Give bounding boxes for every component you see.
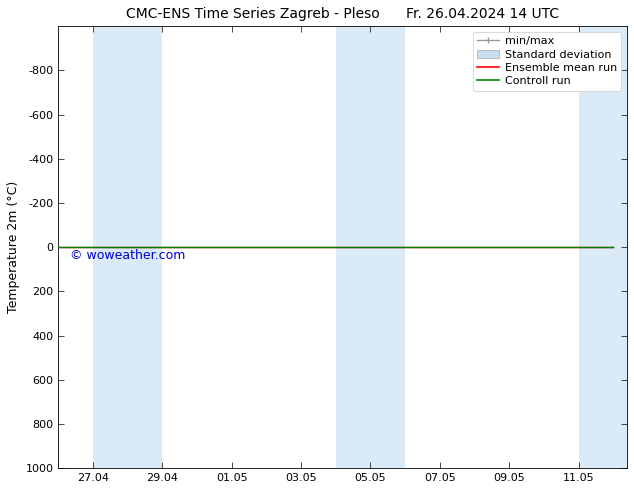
Text: © woweather.com: © woweather.com bbox=[70, 249, 185, 263]
Legend: min/max, Standard deviation, Ensemble mean run, Controll run: min/max, Standard deviation, Ensemble me… bbox=[472, 32, 621, 91]
Bar bbox=[93, 26, 162, 468]
Bar bbox=[336, 26, 405, 468]
Y-axis label: Temperature 2m (°C): Temperature 2m (°C) bbox=[7, 181, 20, 314]
Title: CMC-ENS Time Series Zagreb - Pleso      Fr. 26.04.2024 14 UTC: CMC-ENS Time Series Zagreb - Pleso Fr. 2… bbox=[126, 7, 559, 21]
Bar bbox=[578, 26, 634, 468]
